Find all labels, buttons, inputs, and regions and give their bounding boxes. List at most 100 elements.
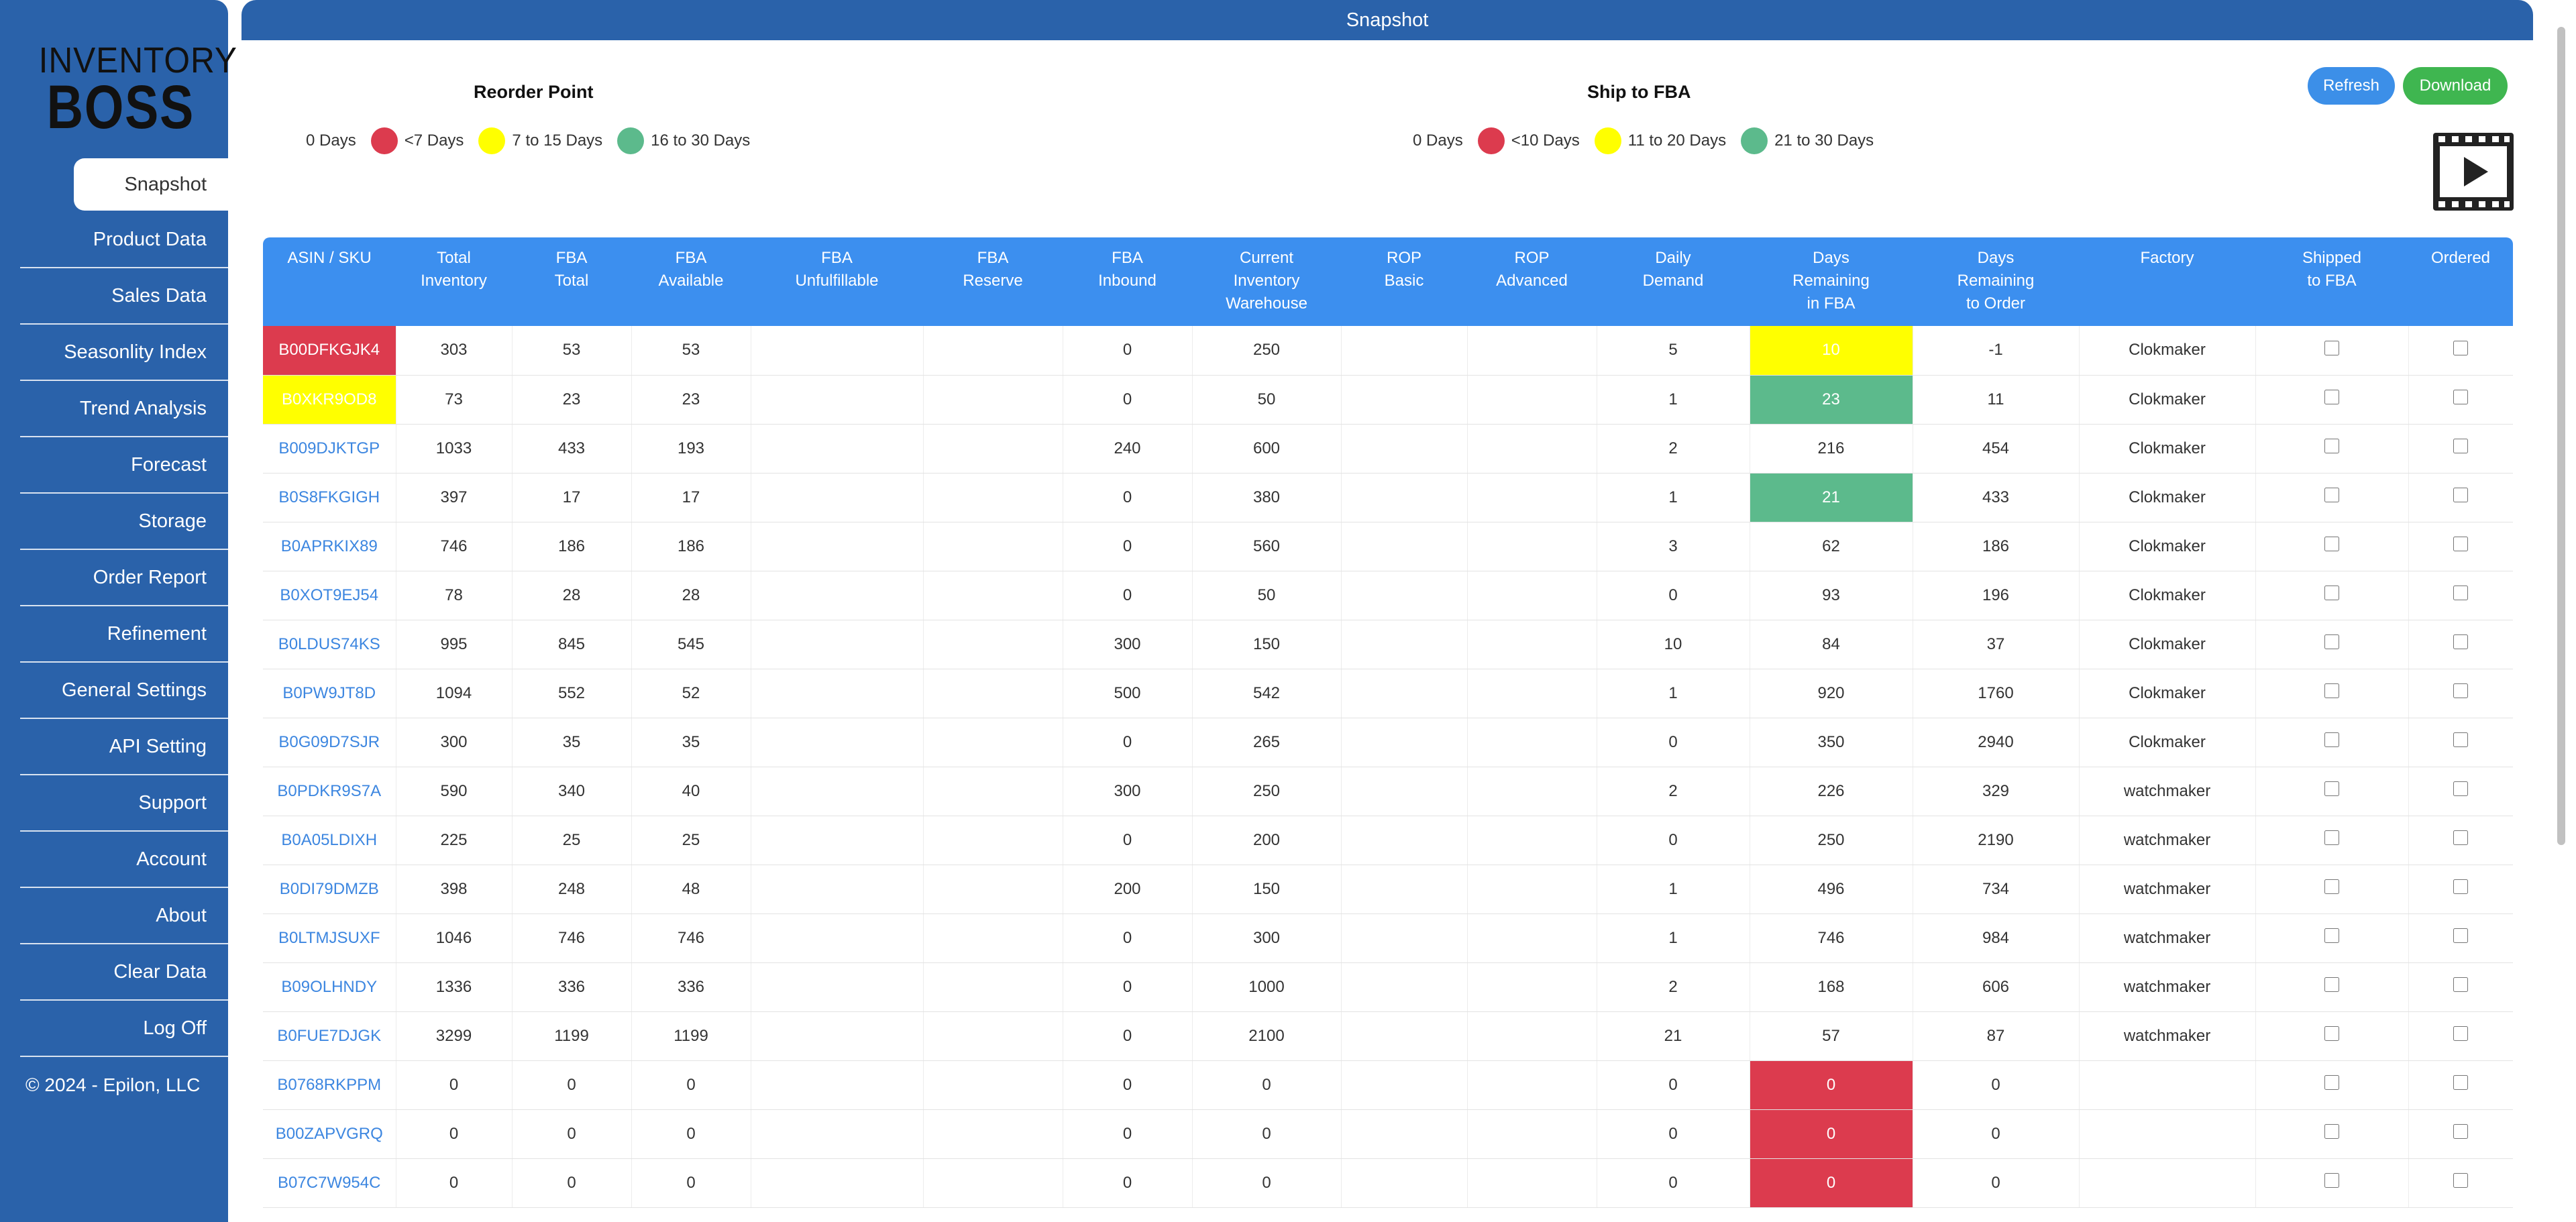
sidebar-item-trend-analysis[interactable]: Trend Analysis xyxy=(20,381,228,437)
ordered-checkbox[interactable] xyxy=(2453,634,2469,649)
cell-days-fba: 920 xyxy=(1750,669,1913,718)
column-header[interactable]: FBA Unfulfillable xyxy=(751,237,923,326)
cell-asin[interactable]: B0XOT9EJ54 xyxy=(263,571,396,620)
sidebar-item-account[interactable]: Account xyxy=(20,832,228,888)
shipped-to-fba-checkbox[interactable] xyxy=(2324,1124,2339,1139)
shipped-to-fba-checkbox[interactable] xyxy=(2324,732,2339,747)
cell-asin[interactable]: B0DI79DMZB xyxy=(263,865,396,914)
shipped-to-fba-checkbox[interactable] xyxy=(2324,537,2339,551)
shipped-to-fba-checkbox[interactable] xyxy=(2324,977,2339,992)
column-header[interactable]: Factory xyxy=(2079,237,2255,326)
ordered-checkbox[interactable] xyxy=(2453,1075,2469,1090)
sidebar-item-support[interactable]: Support xyxy=(20,775,228,832)
shipped-to-fba-checkbox[interactable] xyxy=(2324,1173,2339,1188)
column-header[interactable]: Ordered xyxy=(2408,237,2513,326)
shipped-to-fba-checkbox[interactable] xyxy=(2324,634,2339,649)
cell-factory: watchmaker xyxy=(2079,865,2256,914)
ordered-checkbox[interactable] xyxy=(2453,340,2469,355)
cell-asin[interactable]: B00ZAPVGRQ xyxy=(263,1109,396,1159)
cell-asin[interactable]: B0G09D7SJR xyxy=(263,718,396,767)
ordered-checkbox[interactable] xyxy=(2453,1173,2469,1188)
scrollbar-thumb[interactable] xyxy=(2557,27,2565,845)
column-header[interactable]: ROP Basic xyxy=(1341,237,1467,326)
cell-asin[interactable]: B00DFKGJK4 xyxy=(263,326,396,376)
shipped-to-fba-checkbox[interactable] xyxy=(2324,439,2339,453)
ordered-checkbox[interactable] xyxy=(2453,1124,2469,1139)
cell-rop-adv xyxy=(1467,326,1597,376)
sidebar-item-sales-data[interactable]: Sales Data xyxy=(20,268,228,325)
cell-fba-total: 0 xyxy=(512,1158,632,1208)
shipped-to-fba-checkbox[interactable] xyxy=(2324,928,2339,943)
cell-shipped-to-fba xyxy=(2255,473,2409,522)
column-header[interactable]: Current Inventory Warehouse xyxy=(1192,237,1341,326)
shipped-to-fba-checkbox[interactable] xyxy=(2324,390,2339,404)
sidebar-item-refinement[interactable]: Refinement xyxy=(20,606,228,663)
shipped-to-fba-checkbox[interactable] xyxy=(2324,683,2339,698)
sidebar-item-seasonlity-index[interactable]: Seasonlity Index xyxy=(20,325,228,381)
column-header[interactable]: ROP Advanced xyxy=(1467,237,1597,326)
cell-asin[interactable]: B0FUE7DJGK xyxy=(263,1011,396,1061)
cell-asin[interactable]: B0PW9JT8D xyxy=(263,669,396,718)
ordered-checkbox[interactable] xyxy=(2453,781,2469,796)
sidebar-item-clear-data[interactable]: Clear Data xyxy=(20,944,228,1001)
shipped-to-fba-checkbox[interactable] xyxy=(2324,879,2339,894)
sidebar-item-api-setting[interactable]: API Setting xyxy=(20,719,228,775)
ordered-checkbox[interactable] xyxy=(2453,683,2469,698)
ordered-checkbox[interactable] xyxy=(2453,830,2469,845)
sidebar-item-order-report[interactable]: Order Report xyxy=(20,550,228,606)
table-row: B0DI79DMZB 398 248 48 200 150 1 496 734 watchmake… xyxy=(263,865,2513,914)
cell-asin[interactable]: B0XKR9OD8 xyxy=(263,375,396,425)
ordered-checkbox[interactable] xyxy=(2453,879,2469,894)
shipped-to-fba-checkbox[interactable] xyxy=(2324,488,2339,502)
shipped-to-fba-checkbox[interactable] xyxy=(2324,1075,2339,1090)
cell-fba-total: 0 xyxy=(512,1109,632,1159)
column-header[interactable]: Days Remaining to Order xyxy=(1913,237,2079,326)
column-header[interactable]: FBA Inbound xyxy=(1063,237,1192,326)
cell-asin[interactable]: B0S8FKGIGH xyxy=(263,473,396,522)
sidebar-item-storage[interactable]: Storage xyxy=(20,494,228,550)
cell-asin[interactable]: B0PDKR9S7A xyxy=(263,767,396,816)
sidebar-item-log-off[interactable]: Log Off xyxy=(20,1001,228,1057)
ordered-checkbox[interactable] xyxy=(2453,928,2469,943)
column-header[interactable]: Daily Demand xyxy=(1597,237,1750,326)
column-header[interactable]: FBA Available xyxy=(631,237,751,326)
shipped-to-fba-checkbox[interactable] xyxy=(2324,830,2339,845)
shipped-to-fba-checkbox[interactable] xyxy=(2324,586,2339,600)
cell-asin[interactable]: B0APRKIX89 xyxy=(263,522,396,571)
ship-legend-title: Ship to FBA xyxy=(1587,82,1691,102)
column-header[interactable]: FBA Reserve xyxy=(923,237,1063,326)
download-button[interactable]: Download xyxy=(2403,67,2508,105)
cell-asin[interactable]: B0768RKPPM xyxy=(263,1060,396,1110)
sidebar-item-about[interactable]: About xyxy=(20,888,228,944)
sidebar-item-general-settings[interactable]: General Settings xyxy=(20,663,228,719)
cell-asin[interactable]: B07C7W954C xyxy=(263,1158,396,1208)
cell-asin[interactable]: B0LTMJSUXF xyxy=(263,913,396,963)
shipped-to-fba-checkbox[interactable] xyxy=(2324,781,2339,796)
sidebar-item-product-data[interactable]: Product Data xyxy=(20,212,228,268)
ordered-checkbox[interactable] xyxy=(2453,488,2469,502)
ordered-checkbox[interactable] xyxy=(2453,586,2469,600)
cell-warehouse: 250 xyxy=(1192,767,1342,816)
ordered-checkbox[interactable] xyxy=(2453,390,2469,404)
cell-asin[interactable]: B09OLHNDY xyxy=(263,962,396,1012)
table-row: B0LDUS74KS 995 845 545 300 150 10 84 37 Clokmaker xyxy=(263,620,2513,669)
cell-asin[interactable]: B0A05LDIXH xyxy=(263,816,396,865)
column-header[interactable]: FBA Total xyxy=(512,237,631,326)
ordered-checkbox[interactable] xyxy=(2453,977,2469,992)
sidebar-item-snapshot[interactable]: Snapshot xyxy=(74,158,228,211)
ordered-checkbox[interactable] xyxy=(2453,732,2469,747)
shipped-to-fba-checkbox[interactable] xyxy=(2324,340,2339,355)
ordered-checkbox[interactable] xyxy=(2453,537,2469,551)
sidebar-item-forecast[interactable]: Forecast xyxy=(20,437,228,494)
shipped-to-fba-checkbox[interactable] xyxy=(2324,1026,2339,1041)
column-header[interactable]: Days Remaining in FBA xyxy=(1750,237,1913,326)
column-header[interactable]: Shipped to FBA xyxy=(2255,237,2408,326)
column-header[interactable]: Total Inventory xyxy=(396,237,512,326)
cell-asin[interactable]: B0LDUS74KS xyxy=(263,620,396,669)
cell-asin[interactable]: B009DJKTGP xyxy=(263,424,396,474)
video-tutorial-icon[interactable] xyxy=(2432,131,2515,212)
column-header[interactable]: ASIN / SKU xyxy=(263,237,396,326)
refresh-button[interactable]: Refresh xyxy=(2308,67,2395,105)
ordered-checkbox[interactable] xyxy=(2453,439,2469,453)
ordered-checkbox[interactable] xyxy=(2453,1026,2469,1041)
